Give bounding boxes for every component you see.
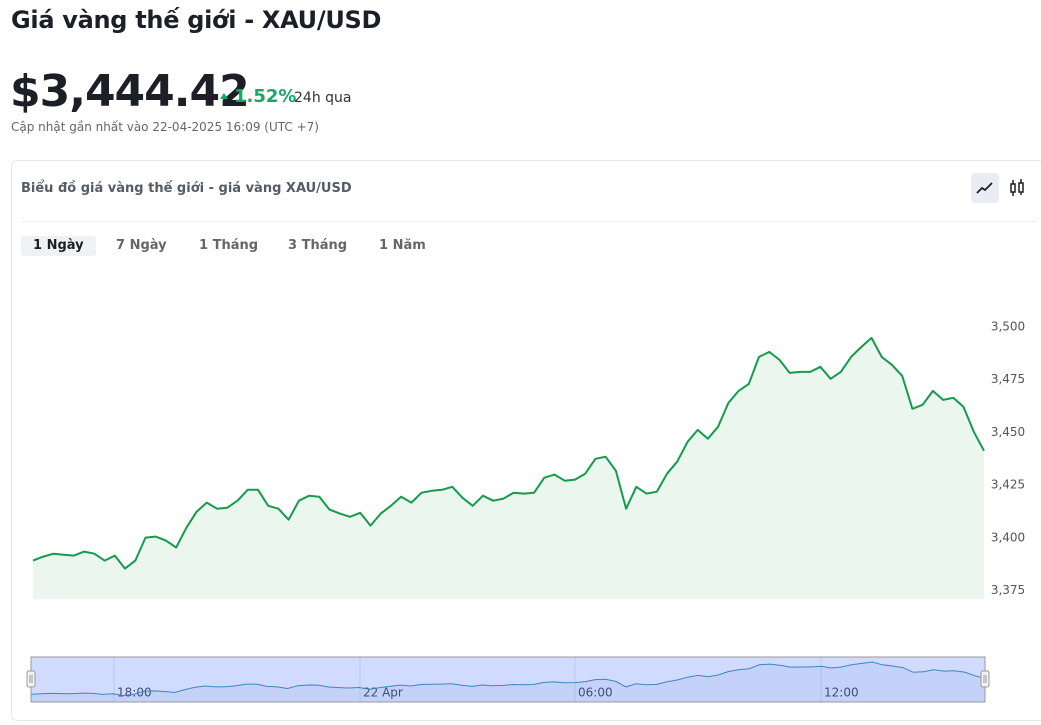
- price-change: 1.52%: [220, 86, 296, 107]
- area: [33, 337, 984, 599]
- price: $3,444.42: [10, 66, 250, 117]
- candle-icon: [1010, 179, 1024, 196]
- price-line: [32, 336, 985, 570]
- y-tick-label: 3,425: [991, 478, 1025, 492]
- range-tab[interactable]: 1 Tháng: [199, 238, 259, 253]
- y-tick-label: 3,500: [991, 319, 1025, 333]
- navigator-bg: [30, 656, 986, 703]
- navigator-area: [31, 662, 985, 702]
- line-icon: [976, 182, 993, 194]
- chart-card: [11, 160, 1041, 721]
- navigator-label: 12:00: [824, 686, 859, 700]
- candle-chart-button[interactable]: [1003, 173, 1031, 203]
- navigator-selection: [30, 656, 986, 703]
- navigator-line: [30, 661, 986, 697]
- separator: [21, 221, 1036, 222]
- range-tab[interactable]: 7 Ngày: [116, 238, 167, 253]
- y-tick-label: 3,375: [991, 583, 1025, 597]
- line-chart-button[interactable]: [971, 173, 999, 203]
- range-tab[interactable]: 3 Tháng: [288, 238, 348, 253]
- navigator-label: 18:00: [117, 686, 152, 700]
- page-title: Giá vàng thế giới - XAU/USD: [11, 6, 382, 34]
- card-title: Biểu đồ giá vàng thế giới - giá vàng XAU…: [21, 181, 352, 196]
- y-tick-label: 3,400: [991, 530, 1025, 544]
- change-value: 1.52%: [234, 86, 297, 107]
- navigator-handle[interactable]: [26, 670, 36, 688]
- y-tick-label: 3,450: [991, 425, 1025, 439]
- navigator-handle[interactable]: [980, 670, 990, 688]
- navigator-label: 06:00: [578, 686, 613, 700]
- period: 24h qua: [294, 90, 352, 106]
- range-tab[interactable]: 1 Ngày: [21, 236, 96, 256]
- y-tick-label: 3,475: [991, 372, 1025, 386]
- updated-time: Cập nhật gần nhất vào 22-04-2025 16:09 (…: [11, 120, 319, 134]
- range-tab[interactable]: 1 Năm: [379, 238, 426, 253]
- up-arrow: [220, 93, 228, 99]
